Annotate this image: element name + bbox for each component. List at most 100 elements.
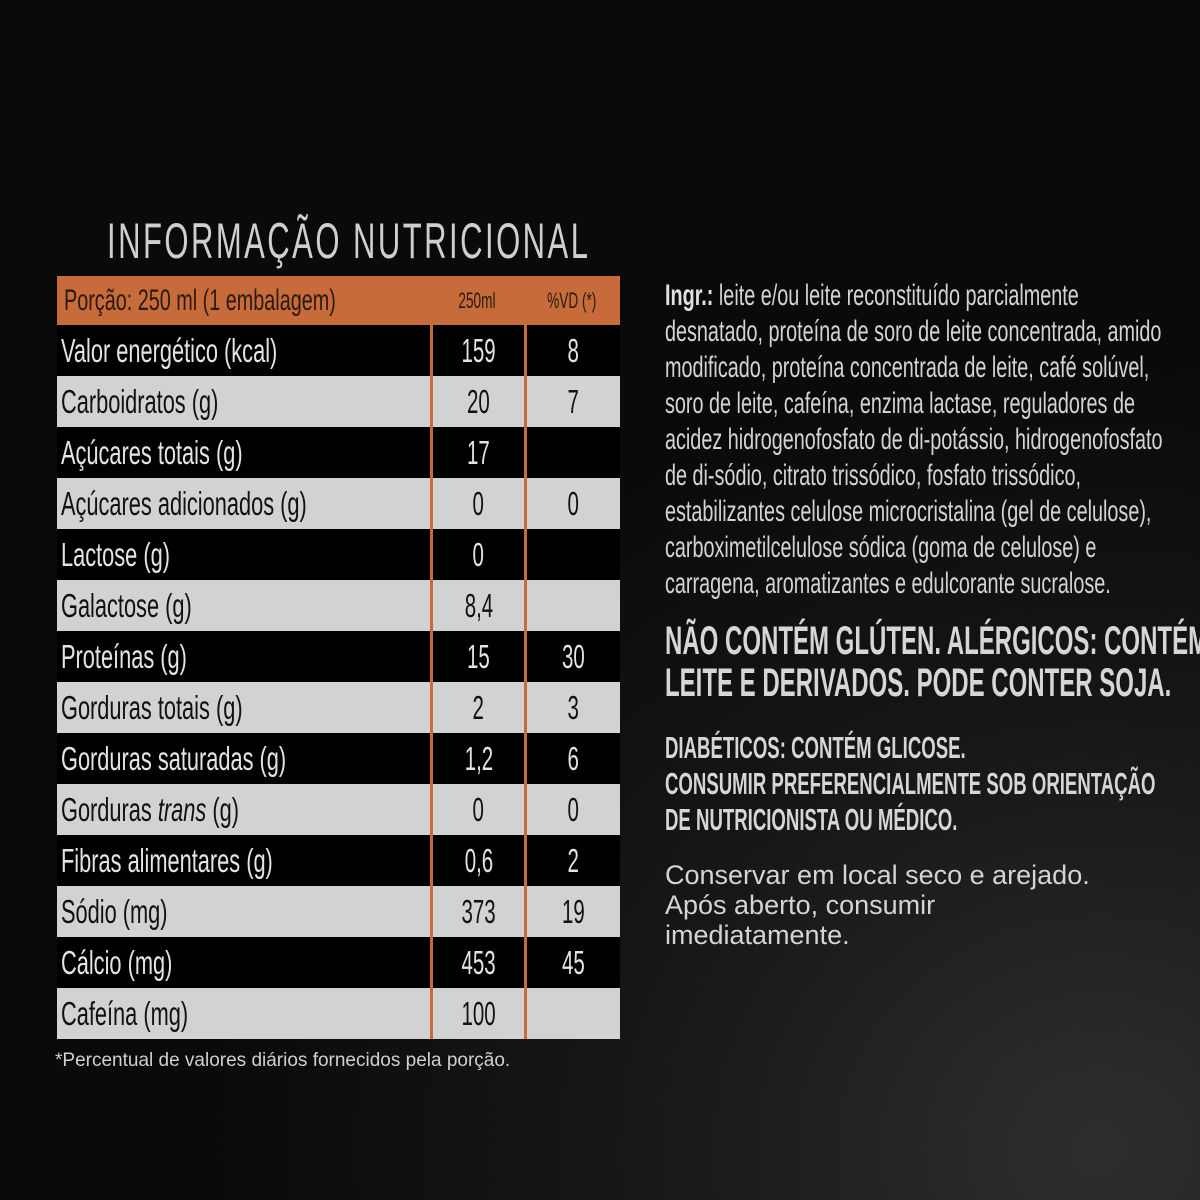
amount-cell: 2 (430, 682, 524, 733)
table-header: Porção: 250 ml (1 embalagem) 250ml %VD (… (57, 276, 620, 325)
amount-header: 250ml (458, 287, 496, 313)
ingredients-line: carragena, aromatizantes e edulcorante s… (665, 567, 1111, 600)
allergen_warning-line: LEITE E DERIVADOS. PODE CONTER SOJA. (665, 661, 1172, 705)
amount-value: 8,4 (464, 586, 493, 624)
vd-cell: 7 (524, 376, 620, 427)
vd-cell (524, 988, 620, 1039)
amount-value: 1,2 (464, 739, 493, 777)
ingredients: Ingr.: leite e/ou leite reconstituído pa… (665, 278, 1163, 602)
amount-value: 0,6 (464, 841, 493, 879)
table-row: Cálcio (mg) 453 45 (57, 937, 620, 988)
amount-value: 0 (472, 790, 485, 828)
vd-value: 19 (562, 892, 585, 930)
footnote: *Percentual de valores diários fornecido… (55, 1050, 511, 1071)
nutrient-cell: Açúcares totais (g) (57, 434, 430, 472)
vd-cell: 2 (524, 835, 620, 886)
nutrient-label: Galactose (g) (61, 586, 192, 624)
vd-header: %VD (*) (547, 287, 597, 313)
table-row: Cafeína (mg) 100 (57, 988, 620, 1039)
table-row: Gorduras trans (g) 0 0 (57, 784, 620, 835)
diabetic_warning-line: DE NUTRICIONISTA OU MÉDICO. (665, 802, 958, 837)
vd-value: 0 (567, 484, 580, 522)
ingredients-line: carboximetilcelulose sódica (goma de cel… (665, 531, 1097, 564)
nutrient-cell: Cafeína (mg) (57, 995, 430, 1033)
amount-value: 0 (472, 535, 485, 573)
vd-value: 7 (567, 382, 580, 420)
amount-value: 453 (461, 943, 496, 981)
vd-cell: 6 (524, 733, 620, 784)
nutrient-label: Cálcio (mg) (61, 943, 173, 981)
table-row: Carboidratos (g) 20 7 (57, 376, 620, 427)
amount-value: 0 (472, 484, 485, 522)
table-row: Gorduras saturadas (g) 1,2 6 (57, 733, 620, 784)
nutrient-label: Gorduras saturadas (g) (61, 739, 287, 777)
vd-cell (524, 580, 620, 631)
amount-value: 2 (472, 688, 485, 726)
allergen_warning-line: NÃO CONTÉM GLÚTEN. ALÉRGICOS: CONTÉM (665, 619, 1200, 663)
vd-cell: 0 (524, 784, 620, 835)
ingredients-line: acidez hidrogenofosfato de di-potássio, … (665, 423, 1163, 456)
nutrient-label: Lactose (g) (61, 535, 170, 573)
nutrient-cell: Cálcio (mg) (57, 944, 430, 982)
table-row: Galactose (g) 8,4 (57, 580, 620, 631)
vd-value: 2 (567, 841, 580, 879)
ingredients-line: Ingr.: leite e/ou leite reconstituído pa… (665, 279, 1079, 312)
nutrient-label: Valor energético (kcal) (61, 331, 278, 369)
amount-value: 373 (461, 892, 496, 930)
table-row: Lactose (g) 0 (57, 529, 620, 580)
amount-cell: 0 (430, 784, 524, 835)
amount-cell: 0 (430, 478, 524, 529)
amount-cell: 159 (430, 325, 524, 376)
ingredients-label: Ingr.: (665, 279, 714, 312)
nutrient-label: Proteínas (g) (61, 637, 187, 675)
table-row: Açúcares adicionados (g) 0 0 (57, 478, 620, 529)
diabetic_warning-line: CONSUMIR PREFERENCIALMENTE SOB ORIENTAÇÃ… (665, 766, 1156, 801)
ingredients-line: desnatado, proteína de soro de leite con… (665, 315, 1162, 348)
vd-cell: 45 (524, 937, 620, 988)
storage-line: Conservar em local seco e arejado. (665, 860, 1090, 890)
table-row: Açúcares totais (g) 17 (57, 427, 620, 478)
nutrient-cell: Valor energético (kcal) (57, 332, 430, 370)
table-row: Fibras alimentares (g) 0,6 2 (57, 835, 620, 886)
nutrient-cell: Gorduras saturadas (g) (57, 740, 430, 778)
amount-cell: 1,2 (430, 733, 524, 784)
storage-instructions: Conservar em local seco e arejado. Após a… (665, 860, 1090, 950)
storage-line: Após aberto, consumir (665, 890, 936, 920)
table-row: Gorduras totais (g) 2 3 (57, 682, 620, 733)
table-body: Valor energético (kcal) 159 8 Carboidrato… (57, 325, 620, 1039)
nutrient-label: Gorduras trans (g) (61, 790, 239, 828)
table-row: Sódio (mg) 373 19 (57, 886, 620, 937)
nutrient-label: Cafeína (mg) (61, 994, 189, 1032)
amount-cell: 453 (430, 937, 524, 988)
table-row: Proteínas (g) 15 30 (57, 631, 620, 682)
nutrition-table: Porção: 250 ml (1 embalagem) 250ml %VD (… (57, 276, 620, 1039)
vd-value: 0 (567, 790, 580, 828)
amount-value: 17 (467, 433, 490, 471)
nutrient-cell: Proteínas (g) (57, 638, 430, 676)
ingredients-line: estabilizantes celulose microcristalina … (665, 495, 1152, 528)
amount-cell: 8,4 (430, 580, 524, 631)
nutrient-cell: Sódio (mg) (57, 893, 430, 931)
amount-cell: 17 (430, 427, 524, 478)
diabetic_warning-line: DIABÉTICOS: CONTÉM GLICOSE. (665, 730, 966, 765)
table-row: Valor energético (kcal) 159 8 (57, 325, 620, 376)
amount-cell: 100 (430, 988, 524, 1039)
diabetic-warning: DIABÉTICOS: CONTÉM GLICOSE. CONSUMIR PREF… (665, 730, 1200, 838)
nutrient-cell: Gorduras totais (g) (57, 689, 430, 727)
nutrient-label: Carboidratos (g) (61, 382, 219, 420)
nutrient-cell: Lactose (g) (57, 536, 430, 574)
vd-cell: 0 (524, 478, 620, 529)
amount-value: 100 (461, 994, 496, 1032)
amount-cell: 373 (430, 886, 524, 937)
nutrient-cell: Galactose (g) (57, 587, 430, 625)
nutrient-cell: Fibras alimentares (g) (57, 842, 430, 880)
nutrient-label: Açúcares adicionados (g) (61, 484, 307, 522)
nutrient-label: Gorduras totais (g) (61, 688, 243, 726)
vd-cell (524, 529, 620, 580)
vd-cell (524, 427, 620, 478)
nutrient-label: Fibras alimentares (g) (61, 841, 273, 879)
amount-value: 20 (467, 382, 490, 420)
nutrient-cell: Açúcares adicionados (g) (57, 485, 430, 523)
storage-line: imediatamente. (665, 920, 850, 950)
vd-value: 3 (567, 688, 580, 726)
